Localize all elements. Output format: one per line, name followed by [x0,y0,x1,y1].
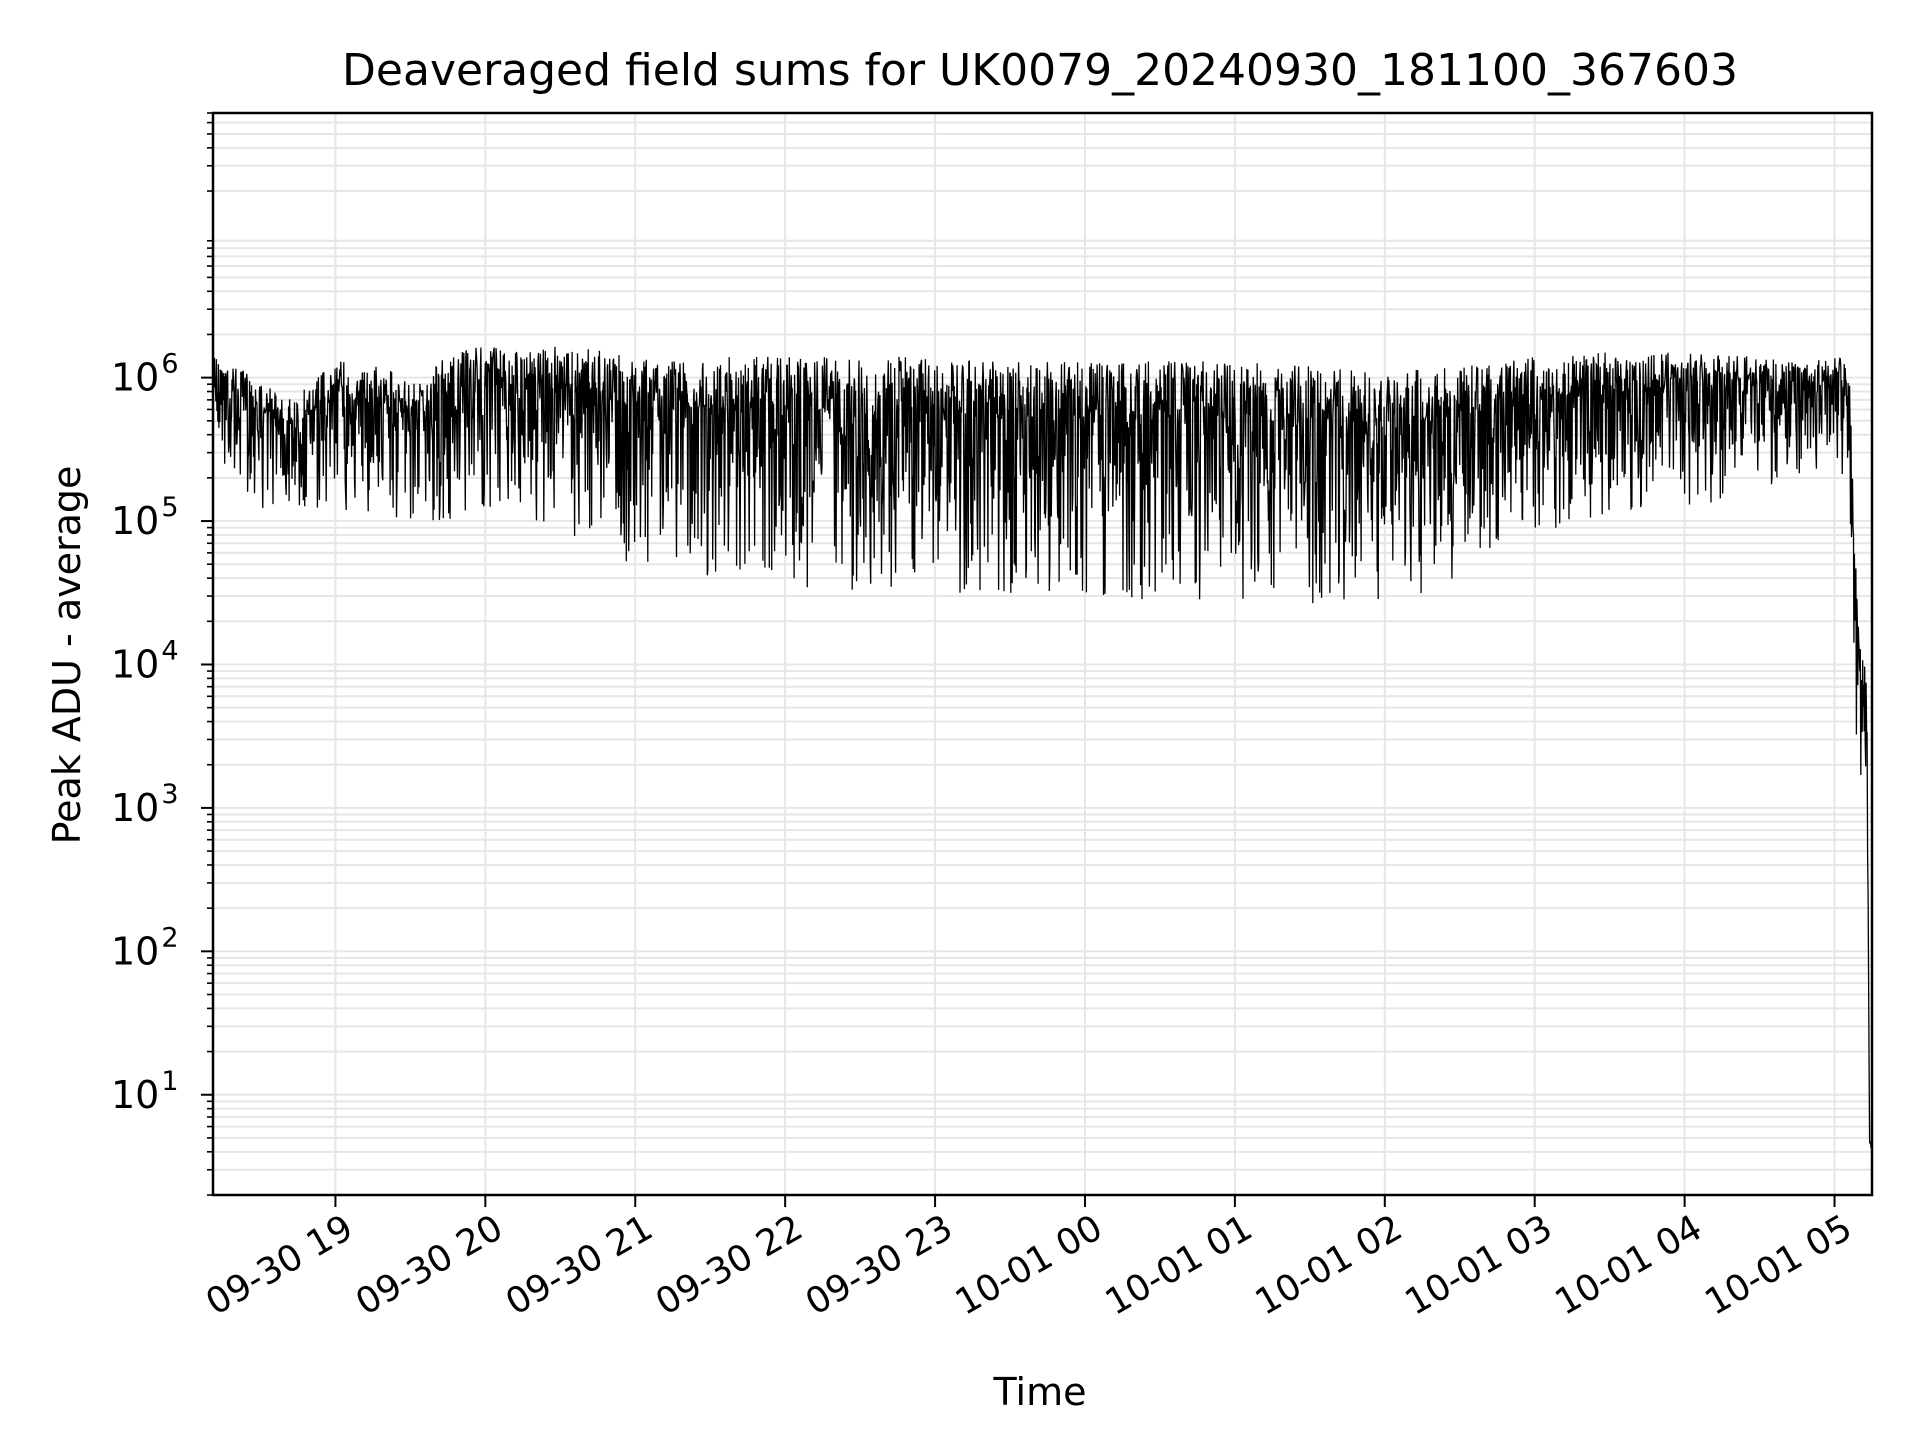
data-series [212,346,1873,1149]
x-tick-label: 09-30 21 [499,1207,660,1323]
chart-title: Deaveraged field sums for UK0079_2024093… [342,45,1738,96]
y-tick-label: 101 [111,1066,179,1117]
x-tick-label: 09-30 22 [649,1207,810,1323]
grid-lines [213,112,1872,1196]
x-tick-label: 09-30 20 [349,1207,510,1323]
plot-frame [211,111,1874,1197]
x-tick-label: 10-01 04 [1548,1207,1709,1323]
x-tick-label: 10-01 05 [1698,1207,1859,1323]
x-tick-label: 09-30 23 [799,1207,960,1323]
y-tick-label: 103 [111,779,179,830]
x-tick-label: 10-01 02 [1249,1207,1410,1323]
y-axis-label: Peak ADU - average [45,466,89,845]
x-tick-label: 09-30 19 [199,1207,360,1323]
x-tick-label: 10-01 00 [949,1207,1110,1323]
y-tick-label: 105 [111,492,179,543]
x-tick-label: 10-01 03 [1399,1207,1560,1323]
x-tick-label: 10-01 01 [1099,1207,1260,1323]
y-tick-label: 106 [111,349,179,400]
x-axis-label: Time [993,1370,1087,1414]
y-tick-label: 102 [111,922,179,973]
y-tick-label: 104 [111,635,179,686]
data-line [212,346,1873,1149]
